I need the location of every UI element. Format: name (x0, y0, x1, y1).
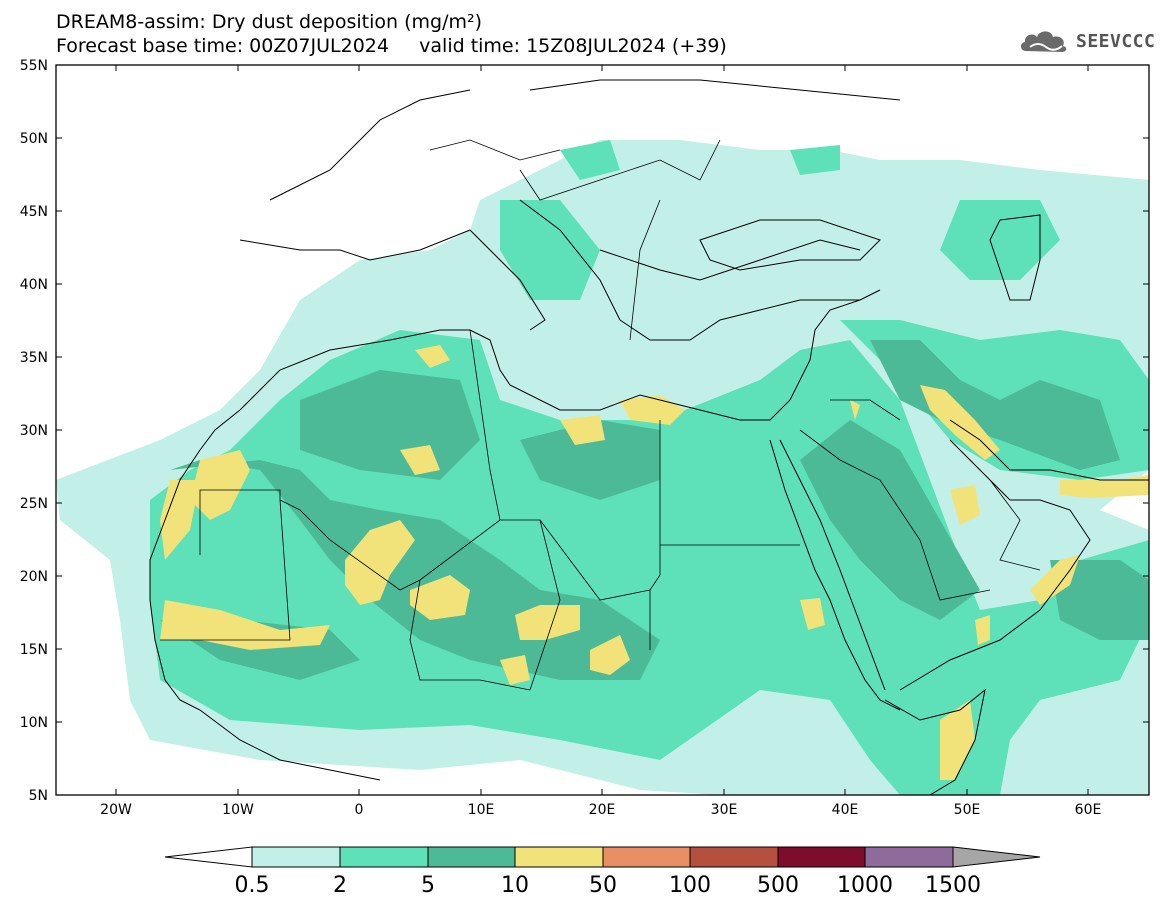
colorbar-label: 100 (669, 873, 711, 898)
lat-ticks (56, 64, 1149, 723)
lat-label: 45N (20, 204, 48, 220)
lat-label: 50N (20, 131, 48, 147)
lon-ticks (115, 65, 1089, 795)
forecast-times: Forecast base time: 00Z07JUL2024 valid t… (56, 35, 727, 57)
lat-label: 55N (20, 58, 48, 74)
political-borders (160, 139, 1041, 691)
lat-label: 40N (20, 277, 48, 293)
lon-label: 60E (1075, 802, 1102, 818)
colorbar-swatch (864, 846, 954, 868)
dust-level-4-region (160, 345, 1149, 780)
colorbar-over-arrow (952, 846, 1041, 868)
colorbar-label: 5 (421, 873, 435, 898)
lat-label: 20N (20, 569, 48, 585)
lon-label: 40E (832, 802, 859, 818)
colorbar-label: 500 (757, 873, 799, 898)
colorbar-swatch (427, 846, 516, 868)
colorbar-swatch (339, 846, 429, 868)
lat-label: 25N (20, 496, 48, 512)
colorbar (164, 846, 1041, 868)
logo-text: SEEVCCC (1076, 30, 1156, 52)
lon-label: 50E (954, 802, 981, 818)
colorbar-swatch (514, 846, 604, 868)
map-title: DREAM8-assim: Dry dust deposition (mg/m²… (56, 11, 483, 33)
colorbar-label: 0.5 (235, 873, 270, 898)
lon-label: 10E (468, 802, 495, 818)
colorbar-swatch (251, 846, 341, 868)
colorbar-label: 2 (333, 873, 347, 898)
lat-label: 35N (20, 350, 48, 366)
cloud-icon (1020, 31, 1067, 52)
lat-label: 15N (20, 642, 48, 658)
colorbar-swatch (689, 846, 779, 868)
lon-label: 10W (222, 802, 254, 818)
colorbar-swatch (602, 846, 691, 868)
seevccc-logo: SEEVCCC (1018, 26, 1155, 56)
lat-label: 10N (20, 715, 48, 731)
colorbar-labels: 0.5 2 5 10 50 100 500 1000 1500 (235, 873, 982, 898)
colorbar-label: 1000 (837, 873, 893, 898)
lat-label: 5N (29, 788, 48, 804)
colorbar-label: 1500 (925, 873, 981, 898)
lon-label: 20W (100, 802, 132, 818)
lon-labels: 20W 10W 0 10E 20E 30E 40E 50E 60E (100, 802, 1101, 818)
lat-labels: 55N 50N 45N 40N 35N 30N 25N 20N 15N 10N … (20, 58, 48, 804)
coastlines (149, 79, 1149, 795)
colorbar-under-arrow (164, 846, 253, 868)
colorbar-label: 50 (589, 873, 617, 898)
colorbar-swatch (777, 846, 866, 868)
lon-label: 0 (355, 802, 364, 818)
colorbar-label: 10 (501, 873, 529, 898)
lat-label: 30N (20, 423, 48, 439)
lon-label: 30E (711, 802, 738, 818)
lon-label: 20E (589, 802, 616, 818)
